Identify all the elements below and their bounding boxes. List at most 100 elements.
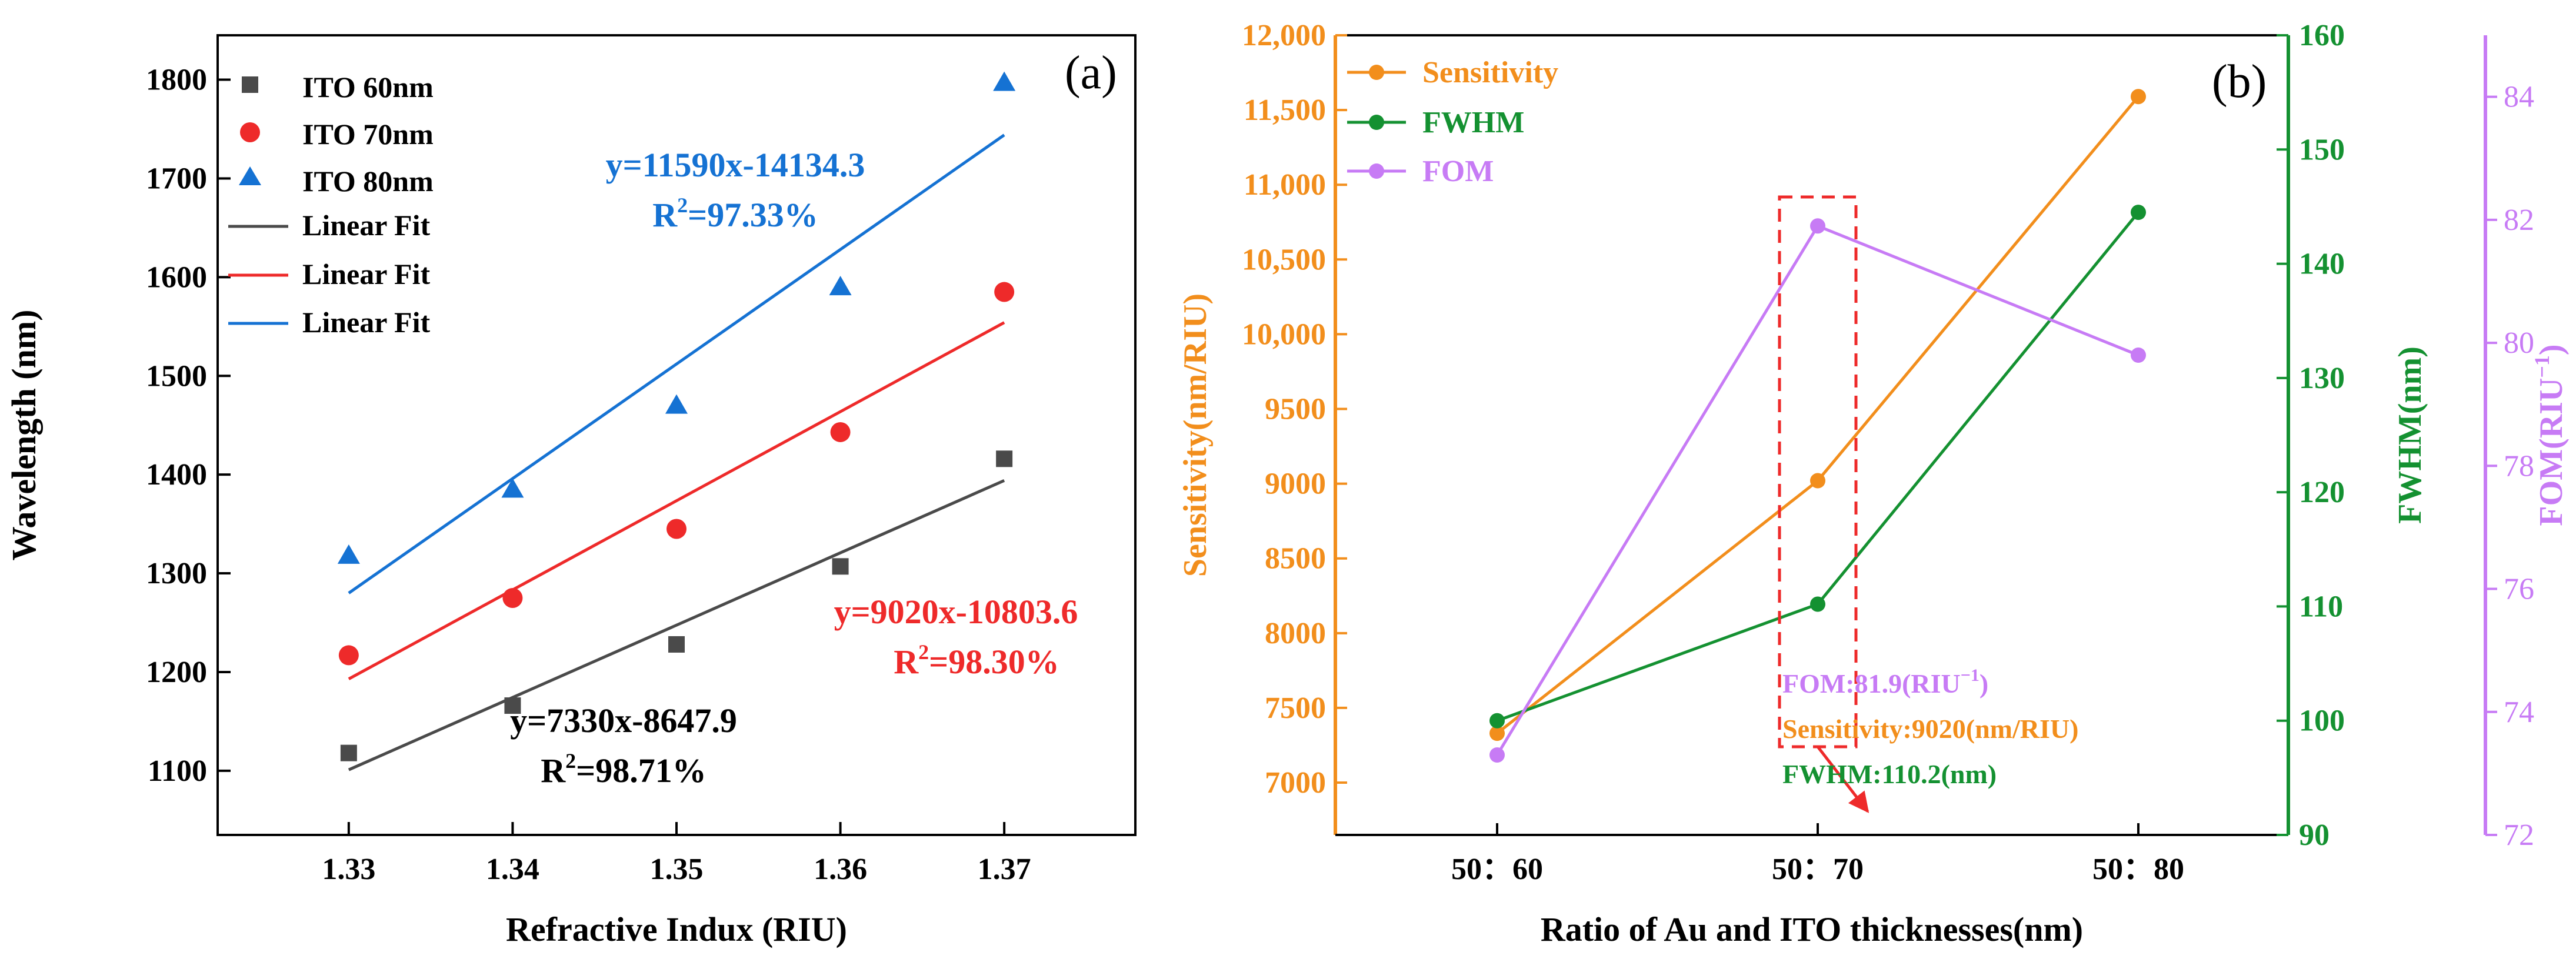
panel-b-markers <box>1489 89 2146 763</box>
a-y-tick-label: 1200 <box>146 656 207 689</box>
b-right-tick-label: 130 <box>2299 362 2345 395</box>
b-x-tick-label: 50：60 <box>1451 853 1543 886</box>
a-x-tick-label: 1.37 <box>978 853 1031 886</box>
b-fom-tick-label: 84 <box>2504 81 2534 114</box>
fit-line-ito-80 <box>348 133 1005 594</box>
b-fom-tick-label: 78 <box>2504 449 2534 483</box>
point-ito-60 <box>668 636 685 653</box>
legend-marker-ito-70 <box>240 122 260 142</box>
b-x-tick-label: 50：70 <box>1772 853 1864 886</box>
panel-a-x-axis-label: Refractive Indux (RIU) <box>506 910 847 948</box>
point-ito-60 <box>340 744 357 761</box>
fit-r2-ito-70: R2=98.30% <box>894 640 1059 681</box>
a-x-tick-label: 1.33 <box>322 853 375 886</box>
legend-label-ito-80: ITO 80nm <box>302 165 434 198</box>
b-right-tick-label: 150 <box>2299 133 2345 166</box>
a-x-tick-label: 1.34 <box>486 853 539 886</box>
b-right-tick-label: 90 <box>2299 818 2330 852</box>
point-fom <box>1810 218 1825 234</box>
panel-b-ticks: 7000 7500 8000 8500 9000 9500 10,000 10,500 11,0… <box>1242 19 2534 886</box>
panel-a-legend: ITO 60nm ITO 70nm ITO 80nm Linear Fit Li… <box>228 71 434 339</box>
fit-equation-ito-80: y=11590x-14134.3 <box>606 146 865 184</box>
panel-a-markers <box>337 71 1016 761</box>
b-left-tick-label: 9000 <box>1265 467 1326 501</box>
b-left-tick-label: 10,500 <box>1242 243 1326 276</box>
b-right-tick-label: 110 <box>2299 590 2343 623</box>
point-sensitivity <box>1489 726 1505 741</box>
b-right-tick-label: 120 <box>2299 476 2345 509</box>
panel-a-label: (a) <box>1065 47 1117 99</box>
point-ito-70 <box>830 422 851 442</box>
panel-a-fit-lines <box>348 133 1005 771</box>
b-left-tick-label: 11,000 <box>1244 168 1326 202</box>
b-left-tick-label: 8500 <box>1265 542 1326 576</box>
point-ito-80 <box>993 71 1016 91</box>
point-ito-80 <box>337 544 360 564</box>
annotation-sensitivity: Sensitivity:9020(nm/RIU) <box>1782 714 2078 744</box>
panel-b: 7000 7500 8000 8500 9000 9500 10,000 10,500 11,0… <box>1177 19 2570 948</box>
point-fom <box>1489 747 1505 763</box>
point-sensitivity <box>1810 473 1825 489</box>
legend-label-sensitivity: Sensitivity <box>1422 56 1558 89</box>
b-left-tick-label: 8000 <box>1265 617 1326 650</box>
point-ito-70 <box>502 588 523 609</box>
panel-a-ticks: 1.33 1.34 1.35 1.36 1.37 1100 1200 1300 1400 1500… <box>146 64 1031 886</box>
b-left-tick-label: 7000 <box>1265 766 1326 800</box>
fit-r2-ito-60: R2=98.71% <box>541 749 706 790</box>
annotation-fwhm: FWHM:110.2(nm) <box>1782 759 1997 789</box>
legend-label-fwhm: FWHM <box>1422 106 1524 139</box>
panel-b-series-lines <box>1495 95 2140 756</box>
a-y-tick-label: 1800 <box>146 64 207 97</box>
point-fwhm <box>1810 596 1825 612</box>
legend-label-ito-70: ITO 70nm <box>302 118 434 151</box>
panel-b-x-axis-label: Ratio of Au and ITO thicknesses(nm) <box>1541 910 2083 948</box>
highlight-arrow <box>1817 746 1869 813</box>
a-x-tick-label: 1.35 <box>650 853 704 886</box>
b-fom-tick-label: 72 <box>2504 818 2534 852</box>
legend-marker-ito-80 <box>239 166 261 185</box>
a-y-tick-label: 1100 <box>148 754 207 788</box>
point-ito-60 <box>832 558 849 575</box>
a-y-tick-label: 1600 <box>146 260 207 294</box>
a-y-tick-label: 1300 <box>146 557 207 590</box>
legend-marker-fwhm <box>1369 115 1384 130</box>
panel-b-legend: Sensitivity FWHM FOM <box>1347 56 1558 188</box>
b-fom-tick-label: 82 <box>2504 203 2534 237</box>
panel-b-left-axis-label: Sensitivity(nm/RIU) <box>1177 293 1214 577</box>
point-sensitivity <box>2131 89 2146 105</box>
b-right-tick-label: 160 <box>2299 19 2345 52</box>
b-right-tick-label: 100 <box>2299 704 2345 738</box>
series-line-fwhm <box>1497 211 2140 723</box>
panel-b-fom-axis-label: FOM(RIU−1) <box>2530 344 2570 526</box>
b-right-tick-label: 140 <box>2299 248 2345 281</box>
b-left-tick-label: 10,000 <box>1242 318 1326 351</box>
a-x-tick-label: 1.36 <box>814 853 867 886</box>
point-ito-70 <box>667 519 687 539</box>
a-y-tick-label: 1500 <box>146 359 207 393</box>
fit-equation-ito-60: y=7330x-8647.9 <box>510 701 737 740</box>
legend-marker-fom <box>1369 163 1384 179</box>
legend-marker-ito-60 <box>242 76 258 93</box>
highlight-box <box>1778 195 1858 749</box>
legend-marker-sensitivity <box>1369 65 1384 80</box>
fit-line-ito-60 <box>348 479 1005 771</box>
b-left-tick-label: 9500 <box>1265 393 1326 426</box>
annotation-fom: FOM:81.9(RIU−1) <box>1782 666 1988 699</box>
panel-a: 1.33 1.34 1.35 1.36 1.37 1100 1200 1300 1400 1500… <box>5 34 1137 948</box>
point-fom <box>2131 347 2146 363</box>
legend-label-fit-60: Linear Fit <box>302 209 430 242</box>
b-fom-tick-label: 80 <box>2504 326 2534 360</box>
point-ito-70 <box>338 645 359 666</box>
legend-label-fit-80: Linear Fit <box>302 306 430 339</box>
point-ito-80 <box>665 394 688 414</box>
series-line-sensitivity <box>1496 95 2140 735</box>
a-y-tick-label: 1400 <box>146 458 207 492</box>
panel-b-label: (b) <box>2212 56 2267 108</box>
a-y-tick-label: 1700 <box>146 162 207 195</box>
fit-line-ito-70 <box>348 321 1005 680</box>
point-ito-80 <box>501 478 524 498</box>
point-fwhm <box>2131 205 2146 220</box>
b-left-tick-label: 7500 <box>1265 691 1326 725</box>
b-fom-tick-label: 74 <box>2504 696 2534 729</box>
